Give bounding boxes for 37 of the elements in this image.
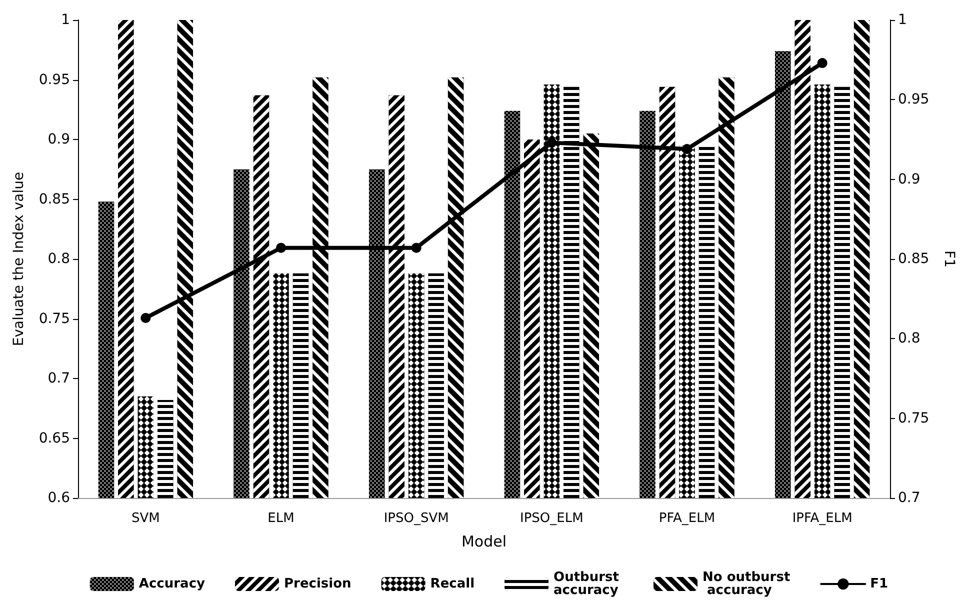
- legend-label: Outburst accuracy: [554, 570, 624, 598]
- legend-label: Recall: [430, 576, 475, 592]
- x-tick-label: IPSO_SVM: [384, 511, 449, 526]
- point: [546, 138, 557, 148]
- y-tick-label: 0.8: [48, 251, 70, 267]
- point: [276, 242, 286, 253]
- x-tick-label: ELM: [268, 511, 294, 526]
- legend-label: No outburst accuracy: [702, 570, 790, 598]
- y-axis-title: Evaluate the Index value: [11, 172, 27, 346]
- y2-axis-title: F1: [941, 250, 957, 268]
- legend-label: Precision: [284, 576, 352, 592]
- x-tick-label: SVM: [131, 511, 160, 526]
- point: [817, 58, 828, 68]
- y2-tick-label: 1: [898, 12, 907, 28]
- y2-tick-label: 0.75: [898, 410, 930, 426]
- y-tick-label: 0.85: [38, 191, 70, 208]
- legend-label: Accuracy: [138, 576, 206, 592]
- y-tick-label: 0.95: [38, 72, 70, 88]
- y-tick-label: 1: [61, 12, 70, 28]
- y2-tick-label: 0.95: [898, 92, 930, 108]
- y-tick-label: 0.75: [38, 310, 70, 327]
- y-tick-label: 0.9: [48, 132, 70, 148]
- y2-tick-label: 0.7: [898, 490, 920, 506]
- y-tick-label: 0.65: [38, 430, 70, 446]
- point: [140, 312, 151, 323]
- y2-tick-label: 0.8: [898, 330, 920, 347]
- legend-label: F1: [870, 576, 888, 592]
- x-tick-label: PFA_ELM: [658, 511, 716, 526]
- x-axis-title: Model: [461, 532, 507, 550]
- y-tick-label: 0.6: [48, 490, 70, 506]
- x-tick-label: IPFA_ELM: [792, 511, 852, 526]
- point: [682, 144, 692, 154]
- y2-tick-label: 0.85: [898, 251, 930, 267]
- x-tick-label: IPSO_ELM: [520, 511, 584, 526]
- y-tick-label: 0.7: [48, 370, 70, 386]
- y2-tick-label: 0.9: [898, 171, 920, 188]
- point: [411, 242, 422, 253]
